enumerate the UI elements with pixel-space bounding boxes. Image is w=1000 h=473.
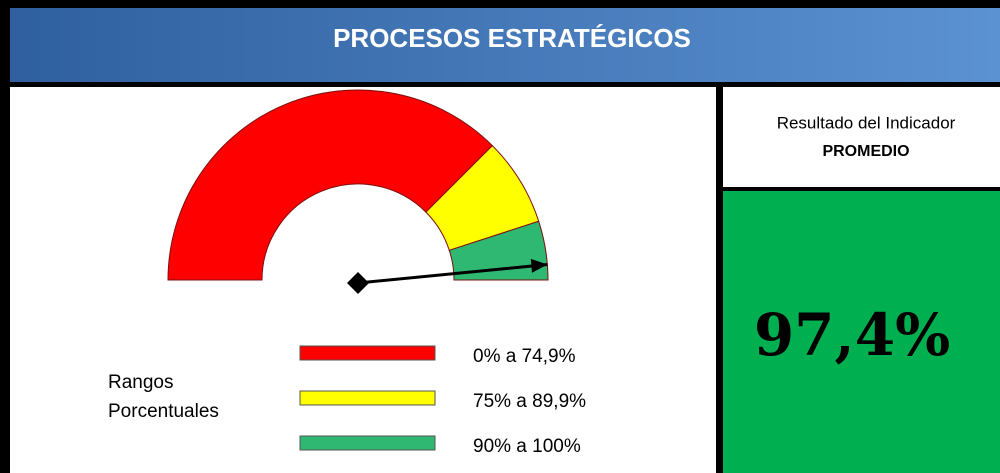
indicator-name: PROMEDIO	[822, 143, 909, 160]
header-bar	[10, 8, 1000, 82]
indicator-header	[723, 87, 1000, 187]
gauge-band	[167, 89, 494, 281]
legend-title: Porcentuales	[108, 401, 219, 422]
legend-label: 0% a 74,9%	[473, 346, 576, 367]
needle-head	[530, 258, 548, 273]
legend-label: 75% a 89,9%	[473, 391, 586, 412]
legend-swatch	[299, 435, 436, 451]
gauge-band	[448, 220, 549, 281]
legend-swatch	[299, 390, 436, 406]
title: PROCESOS ESTRATÉGICOS	[333, 23, 691, 53]
legend-title: Rangos	[108, 372, 174, 393]
indicator-label: Resultado del Indicador	[777, 113, 956, 132]
needle-hub	[347, 272, 369, 294]
legend-label: 90% a 100%	[473, 436, 581, 457]
needle	[357, 263, 548, 285]
legend-swatch	[299, 345, 436, 361]
indicator-value: 97,4%	[754, 301, 950, 369]
indicator-value-panel	[723, 191, 1000, 473]
